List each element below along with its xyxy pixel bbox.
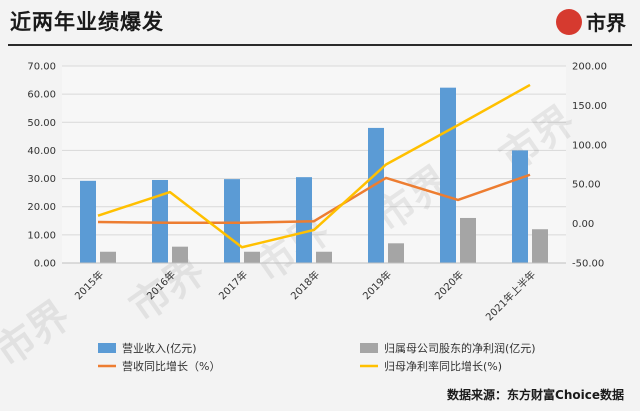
legend-swatch: [360, 343, 378, 353]
legend-label: 营业收入(亿元): [122, 341, 197, 355]
data-source: 数据来源：东方财富Choice数据: [447, 388, 624, 402]
left-axis-tick-label: 60.00: [27, 90, 56, 101]
net-profit-bar: [460, 217, 476, 263]
right-axis-tick-label: 50.00: [572, 180, 601, 191]
right-axis-tick-label: 0.00: [572, 219, 594, 230]
net-profit-bar: [172, 246, 188, 263]
right-axis-tick-label: 200.00: [572, 62, 607, 73]
x-axis-category-label: 2019年: [360, 268, 394, 302]
right-axis-tick-label: 150.00: [572, 101, 607, 112]
revenue-bar: [440, 87, 456, 263]
chart-title: 近两年业绩爆发: [10, 10, 164, 34]
brand-logo: 市界: [556, 7, 626, 36]
legend-label: 营收同比增长（%）: [122, 359, 220, 373]
left-axis-tick-label: 10.00: [27, 230, 56, 241]
x-axis-category-label: 2015年: [72, 268, 106, 302]
watermark-text: 市界: [0, 293, 79, 377]
net-profit-bar: [244, 251, 260, 263]
left-axis-tick-label: 0.00: [34, 259, 56, 270]
left-axis-tick-label: 30.00: [27, 174, 56, 185]
revenue-bar: [80, 180, 96, 263]
left-axis-tick-label: 50.00: [27, 118, 56, 129]
revenue-bar: [296, 177, 312, 263]
net-profit-bar: [532, 229, 548, 263]
net-margin-growth-line: [97, 83, 531, 249]
right-axis-tick-label: -50.00: [572, 259, 604, 270]
x-axis-category-label: 2017年: [216, 268, 250, 302]
right-axis-tick-label: 100.00: [572, 140, 607, 151]
net-profit-bar: [388, 243, 404, 263]
revenue-growth-line: [97, 173, 531, 225]
net-profit-bar: [316, 251, 332, 263]
revenue-bar: [512, 150, 528, 263]
legend-label: 归母净利率同比增长(%): [384, 359, 502, 373]
x-axis-category-label: 2021年上半年: [483, 268, 538, 323]
legend-swatch: [98, 343, 116, 353]
legend-label: 归属母公司股东的净利润(亿元): [384, 341, 536, 355]
left-axis-tick-label: 70.00: [27, 62, 56, 73]
title-divider: [8, 44, 632, 46]
x-axis-category-label: 2020年: [432, 268, 466, 302]
left-axis-tick-label: 20.00: [27, 202, 56, 213]
logo-text: 市界: [586, 11, 626, 35]
left-axis-tick-label: 40.00: [27, 146, 56, 157]
revenue-bar: [224, 179, 240, 263]
revenue-bar: [368, 127, 384, 264]
logo-badge-icon: [556, 8, 582, 35]
net-profit-bar: [100, 251, 116, 263]
